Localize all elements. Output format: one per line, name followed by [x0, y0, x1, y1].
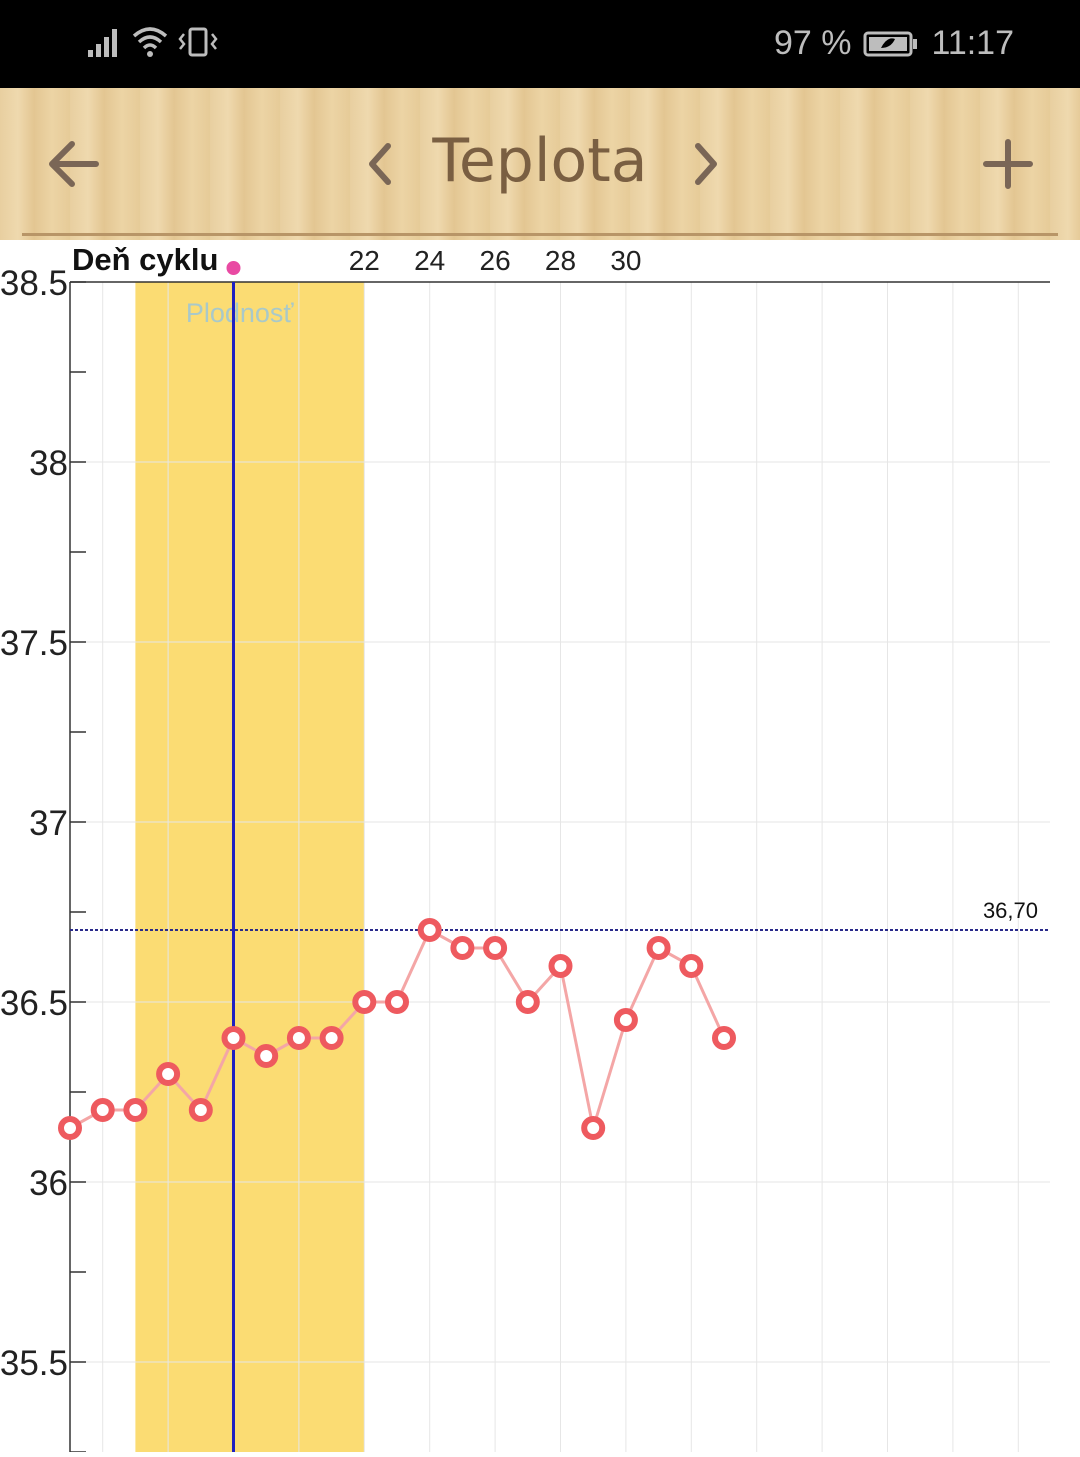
x-tick-label: 30 [610, 245, 641, 276]
temperature-point[interactable] [123, 1098, 148, 1122]
temperature-point[interactable] [286, 1026, 311, 1050]
y-tick-label: 38.5 [0, 264, 68, 303]
status-icons [86, 26, 218, 58]
add-plus-icon[interactable] [976, 132, 1040, 196]
temperature-point[interactable] [483, 936, 508, 960]
x-tick-label: 24 [414, 245, 445, 276]
back-arrow-icon[interactable] [42, 132, 106, 196]
status-right: 97 % 11:17 [774, 24, 1014, 63]
temperature-point[interactable] [319, 1026, 344, 1050]
temperature-point[interactable] [254, 1044, 279, 1068]
vibrate-icon [178, 27, 218, 57]
temperature-point[interactable] [90, 1098, 115, 1122]
ovulation-marker [224, 259, 243, 277]
y-tick-label: 37.5 [0, 624, 68, 663]
temperature-point[interactable] [450, 936, 475, 960]
app-bar: Teplota [0, 88, 1080, 240]
temperature-point[interactable] [548, 954, 573, 978]
x-tick-label: 26 [480, 245, 511, 276]
temperature-point[interactable] [712, 1026, 736, 1050]
temperature-chart[interactable]: Plodnosť 38.5 38 37.5 37 36.5 36 35.5 Deň cykl… [0, 240, 1080, 1453]
temperature-point[interactable] [352, 990, 377, 1014]
y-tick-label: 35.5 [0, 1344, 68, 1383]
next-chevron-icon[interactable] [672, 132, 736, 196]
temperature-point[interactable] [385, 990, 409, 1014]
fertile-window-band [135, 282, 365, 1452]
battery-icon [863, 31, 918, 56]
temperature-point[interactable] [613, 1008, 638, 1032]
y-tick-label: 36 [29, 1164, 68, 1203]
signal-icon [88, 29, 117, 57]
x-tick-label: 22 [349, 245, 380, 276]
temperature-point[interactable] [679, 954, 704, 978]
app-bar-divider [22, 233, 1058, 236]
x-tick-label: 28 [545, 245, 576, 276]
temperature-point[interactable] [515, 990, 540, 1014]
clock: 11:17 [931, 24, 1014, 62]
y-tick-label: 36.5 [0, 984, 68, 1023]
wifi-icon [132, 27, 168, 57]
page-title: Teplota [432, 126, 648, 196]
fertile-window-label: Plodnosť [186, 298, 295, 328]
battery-percent: 97 % [773, 24, 852, 62]
temperature-point[interactable] [646, 936, 671, 960]
y-tick-label: 37 [29, 804, 68, 843]
temperature-point[interactable] [581, 1116, 606, 1140]
chart-svg[interactable]: Plodnosť 38.5 38 37.5 37 36.5 36 35.5 Deň cykl… [0, 240, 1080, 1453]
coverline-label: 36,70 [983, 898, 1038, 923]
temperature-point[interactable] [188, 1098, 213, 1122]
previous-chevron-icon[interactable] [350, 132, 414, 196]
temperature-point[interactable] [221, 1026, 246, 1050]
temperature-point[interactable] [58, 1116, 82, 1140]
temperature-point[interactable] [156, 1062, 181, 1086]
x-axis-title: Deň cyklu [72, 242, 218, 277]
temperature-point[interactable] [417, 918, 442, 942]
status-bar: 97 % 11:17 [0, 0, 1080, 88]
y-tick-label: 38 [29, 444, 68, 483]
